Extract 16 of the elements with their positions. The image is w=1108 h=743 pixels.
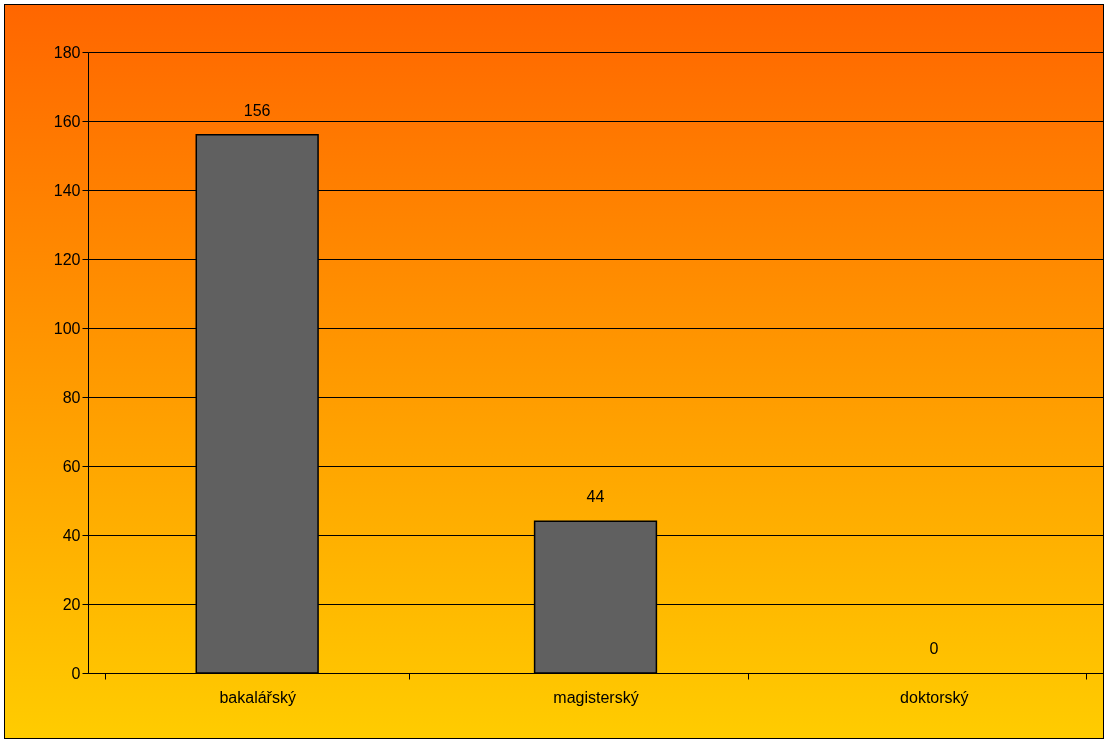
y-tick-label: 100 <box>53 319 81 337</box>
data-label: 156 <box>243 101 271 119</box>
y-tick-label: 40 <box>62 526 81 544</box>
data-label: 44 <box>586 488 605 506</box>
x-tick-label: bakalářský <box>219 688 296 706</box>
x-tick-label: magisterský <box>553 688 639 706</box>
y-tick-label: 180 <box>53 43 81 61</box>
y-tick-label: 140 <box>53 181 81 199</box>
y-tick-label: 0 <box>71 664 81 682</box>
y-tick-label: 160 <box>53 112 81 130</box>
y-tick-label: 60 <box>62 457 81 475</box>
y-tick-label: 20 <box>62 595 81 613</box>
x-tick-label: doktorský <box>900 688 969 706</box>
data-label: 0 <box>929 640 939 657</box>
y-tick-label: 120 <box>53 250 81 268</box>
y-tick-label: 80 <box>62 388 81 406</box>
